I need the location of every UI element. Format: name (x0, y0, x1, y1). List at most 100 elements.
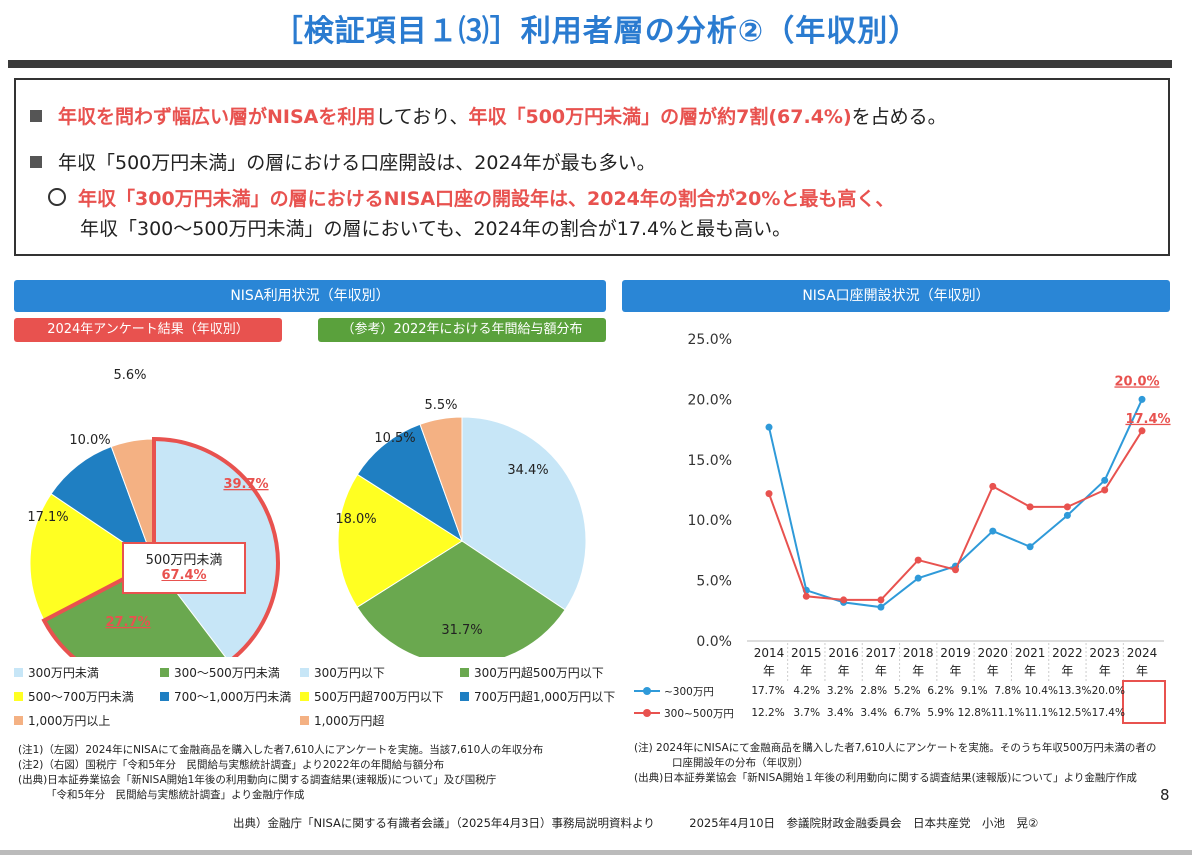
callout-value: 67.4% (161, 568, 207, 583)
table-cell: 10.4% (1024, 685, 1058, 697)
legend-label: 1,000万円超 (314, 714, 385, 728)
x-tick-label: 2024 (1127, 646, 1158, 660)
legend-item: 700～1,000万円未満 (160, 688, 291, 705)
note-line: (注1)（左図）2024年にNISAにて金融商品を購入した者7,610人にアンケ… (18, 744, 544, 756)
series-point (765, 490, 773, 498)
survey-pie-slice (29, 493, 155, 622)
x-tick-suffix: 年 (800, 664, 812, 678)
series-point (1063, 511, 1071, 519)
note-line: (出典)日本証券業協会「新NISA開始１年後の利用動向に関する調査結果(速報版)… (634, 772, 1137, 784)
summary-line-2: 年収「500万円未満」の層における口座開設は、2024年が最も多い。 (30, 148, 656, 175)
square-bullet-icon (30, 110, 42, 122)
x-tick-label: 2014 (754, 646, 785, 660)
annotation-label: 17.4% (1125, 412, 1170, 427)
series-point (877, 603, 885, 611)
summary-line-1: 年収を問わず幅広い層がNISAを利用しており、年収「500万円未満」の層が約7割… (30, 102, 947, 129)
series-marker-icon (634, 686, 660, 695)
line-chart: 0.0% 5.0% 10.0% 15.0% 20.0% 25.0% 2014 年 2015 年 20… (688, 332, 1171, 681)
legend-item: 1,000万円超 (300, 712, 384, 729)
x-tick-label: 2015 (791, 646, 822, 660)
survey-pie-highlight (41, 436, 280, 657)
legend-label: 300万円以下 (314, 666, 385, 680)
y-tick-label: 15.0% (688, 453, 732, 469)
reference-pill: （参考）2022年における年間給与額分布 (318, 318, 606, 342)
legend-item: 500万円超700万円以下 (300, 688, 444, 705)
legend-label: 700万円超1,000万円以下 (474, 690, 616, 704)
series-marker-icon (634, 708, 660, 717)
table-cell: 6.7% (893, 707, 921, 719)
table-row: 300~500万円 12.2% 3.7% 3.4% 3.4% 6.7% 5.9% 12.8% 1… (634, 702, 1125, 724)
summary-line-3: 年収「300万円未満」の層におけるNISA口座の開設年は、2024年の割合が20… (48, 184, 894, 211)
legend-item: 300万円未満 (14, 664, 99, 681)
legend-label: 300万円超500万円以下 (474, 666, 604, 680)
legend-swatch (300, 692, 309, 701)
legend-label: 300万円未満 (28, 666, 99, 680)
legend-label: 1,000万円以上 (28, 714, 111, 728)
x-tick-suffix: 年 (987, 664, 999, 678)
page-title: ［検証項目１⑶］利用者層の分析②（年収別） (272, 14, 920, 49)
callout-label: 500万円未満 (145, 553, 223, 568)
table-cell: 13.3% (1058, 685, 1092, 697)
table-cell: 3.4% (826, 707, 854, 719)
legend-item: 300万円以下 (300, 664, 385, 681)
legend-swatch (14, 668, 23, 677)
series-point (914, 556, 922, 564)
reference-pie-value-label: 10.5% (374, 431, 415, 446)
x-tick-label: 2018 (903, 646, 934, 660)
note-line: (注) 2024年にNISAにて金融商品を購入した者7,610人にアンケートを実… (634, 742, 1157, 754)
reference-pie-chart: 34.4% 31.7% 18.0% 10.5% 5.5% (335, 398, 587, 657)
y-tick-label: 25.0% (688, 332, 732, 348)
x-tick-suffix: 年 (949, 664, 961, 678)
table-cell: 2.8% (860, 685, 888, 697)
table-cell: 7.8% (994, 685, 1022, 697)
note-line: 「令和5年分 民間給与実態統計調査」より金融庁作成 (46, 789, 305, 801)
left-banner: NISA利用状況（年収別） (14, 280, 606, 312)
legend-item: 1,000万円以上 (14, 712, 110, 729)
y-tick-label: 10.0% (688, 513, 732, 529)
table-cell: 3.2% (826, 685, 854, 697)
series-name: 300~500万円 (664, 707, 734, 720)
series-point (1138, 395, 1146, 403)
legend-swatch (300, 716, 309, 725)
series-point (877, 596, 885, 604)
note-line: (出典)日本証券業協会「新NISA開始1年後の利用動向に関する調査結果(速報版)… (18, 774, 497, 786)
x-tick-suffix: 年 (838, 664, 850, 678)
summary-box: 年収を問わず幅広い層がNISAを利用しており、年収「500万円未満」の層が約7割… (14, 78, 1170, 256)
x-tick-suffix: 年 (875, 664, 887, 678)
series-point (840, 596, 848, 604)
circle-bullet-icon (48, 188, 66, 206)
legend-swatch (14, 692, 23, 701)
legend-item: 300万円超500万円以下 (460, 664, 604, 681)
x-tick-label: 2023 (1089, 646, 1120, 660)
y-tick-label: 20.0% (688, 392, 732, 408)
reference-pie-value-label: 5.5% (424, 398, 457, 413)
callout-box: 500万円未満 67.4% (122, 542, 246, 594)
x-tick-suffix: 年 (1099, 664, 1111, 678)
x-tick-label: 2020 (978, 646, 1009, 660)
table-cell: 3.7% (793, 707, 821, 719)
series-point (802, 592, 810, 600)
reference-pie-slice (356, 540, 566, 657)
series-line (768, 398, 1143, 609)
legend-item: 300～500万円未満 (160, 664, 280, 681)
series-point (1101, 486, 1109, 494)
legend-swatch (460, 668, 469, 677)
survey-pie-value-label: 5.6% (113, 368, 146, 383)
x-tick-suffix: 年 (1136, 664, 1148, 678)
legend-swatch (460, 692, 469, 701)
x-tick-suffix: 年 (1024, 664, 1036, 678)
legend-label: 500～700万円未満 (28, 690, 134, 704)
table-cell: 5.9% (927, 707, 955, 719)
x-tick-label: 2022 (1052, 646, 1083, 660)
table-cell: 9.1% (960, 685, 988, 697)
x-tick-label: 2019 (940, 646, 971, 660)
survey-pie-chart: 39.7% 27.7% 17.1% 10.0% 5.6% (27, 368, 280, 657)
summary-line-4: 年収「300～500万円未満」の層においても、2024年の割合が17.4%と最も… (80, 218, 792, 240)
survey-pie-value-label: 27.7% (105, 615, 150, 630)
bottom-rule (0, 850, 1192, 855)
survey-pie-value-label: 17.1% (27, 510, 68, 525)
note-line: 口座開設年の分布（年収別） (672, 757, 809, 769)
legend-swatch (300, 668, 309, 677)
x-tick-suffix: 年 (912, 664, 924, 678)
page-number: 8 (1160, 786, 1170, 804)
